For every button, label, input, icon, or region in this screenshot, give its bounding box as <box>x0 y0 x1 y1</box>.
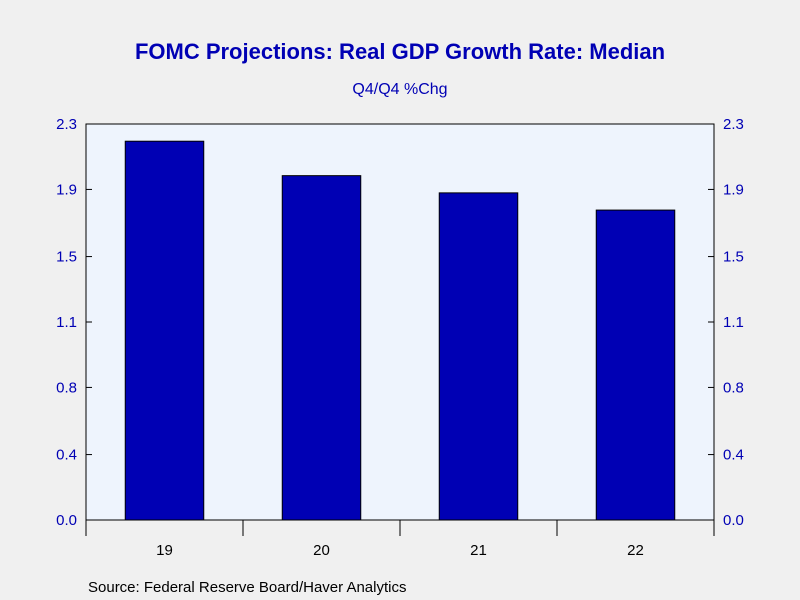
y-tick-label-right: 0.8 <box>723 379 744 396</box>
y-tick-label-left: 2.3 <box>56 116 77 133</box>
y-axis-left: 0.0 0.4 0.8 1.1 1.5 1.9 2.3 <box>56 116 92 529</box>
y-tick-label-right: 1.1 <box>723 314 744 331</box>
chart-title: FOMC Projections: Real GDP Growth Rate: … <box>135 39 665 64</box>
x-tick-label: 19 <box>156 542 173 559</box>
y-tick-label-left: 0.4 <box>56 447 77 464</box>
y-tick-label-right: 0.4 <box>723 447 744 464</box>
bar-20 <box>281 175 362 521</box>
y-tick-label-left: 1.5 <box>56 249 77 266</box>
x-tick-label: 20 <box>313 542 330 559</box>
y-tick-label-left: 0.8 <box>56 379 77 396</box>
bar-22 <box>595 209 676 521</box>
bars <box>124 140 676 521</box>
bar-21 <box>438 192 519 521</box>
y-tick-label-right: 0.0 <box>723 512 744 529</box>
x-tick-label: 21 <box>470 542 487 559</box>
y-tick-label-right: 2.3 <box>723 116 744 133</box>
y-axis-right: 0.0 0.4 0.8 1.1 1.5 1.9 2.3 <box>708 116 744 529</box>
y-tick-label-right: 1.5 <box>723 249 744 266</box>
y-tick-label-left: 1.1 <box>56 314 77 331</box>
x-axis: 19 20 21 22 <box>85 520 715 559</box>
source-note: Source: Federal Reserve Board/Haver Anal… <box>88 579 406 596</box>
y-tick-label-left: 0.0 <box>56 512 77 529</box>
y-tick-label-right: 1.9 <box>723 181 744 198</box>
bar-19 <box>124 140 205 521</box>
chart-subtitle: Q4/Q4 %Chg <box>352 81 447 98</box>
y-tick-label-left: 1.9 <box>56 181 77 198</box>
x-tick-label: 22 <box>627 542 644 559</box>
